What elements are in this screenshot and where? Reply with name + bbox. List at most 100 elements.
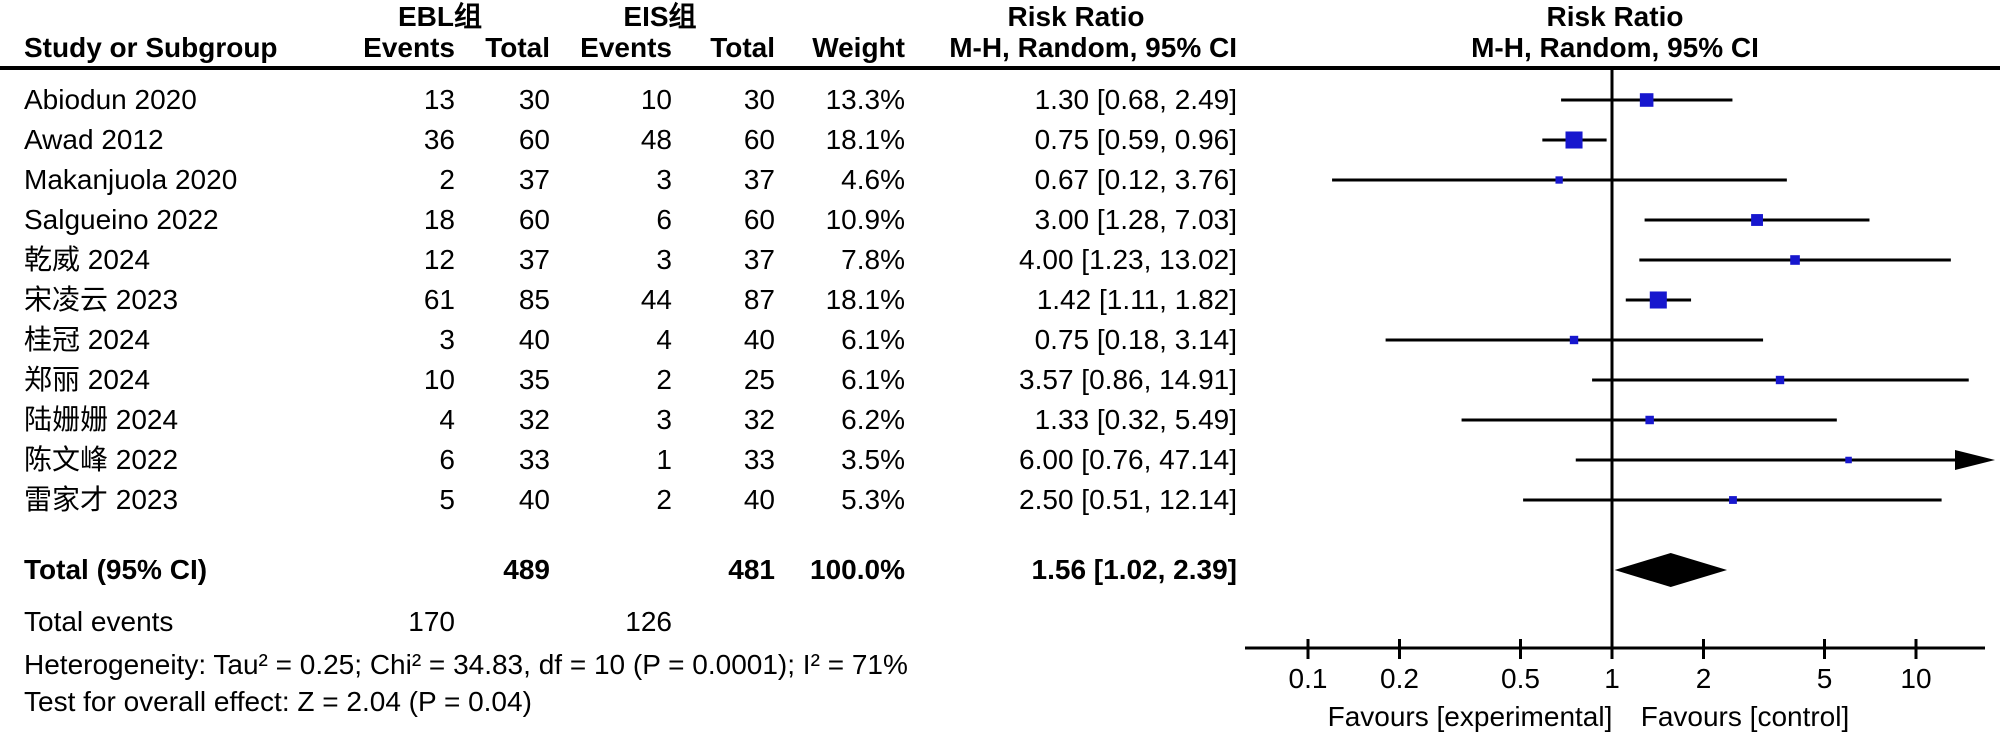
weight-value: 6.2%: [841, 404, 905, 435]
ebl-total: 32: [518, 404, 550, 435]
ebl-events: 13: [423, 84, 455, 115]
study-name: 宋凌云 2023: [24, 284, 179, 315]
ebl-total: 85: [518, 284, 550, 315]
rr-ci-value: 4.00 [1.23, 13.02]: [1019, 244, 1237, 275]
effect-square: [1845, 456, 1852, 464]
effect-square: [1790, 255, 1800, 265]
ebl-total: 30: [518, 84, 550, 115]
eis-events: 6: [656, 204, 672, 235]
eis-events: 4: [656, 324, 672, 355]
col-header-events-eis: Events: [580, 32, 672, 63]
effect-square: [1555, 176, 1563, 184]
eis-total: 87: [743, 284, 775, 315]
eis-events: 3: [656, 404, 672, 435]
eis-events: 48: [640, 124, 672, 155]
ebl-total: 33: [518, 444, 550, 475]
col-header-mh-ci-plot: M-H, Random, 95% CI: [1471, 32, 1759, 63]
ebl-events: 18: [423, 204, 455, 235]
effect-square: [1639, 93, 1654, 107]
rr-ci-value: 2.50 [0.51, 12.14]: [1019, 484, 1237, 515]
axis-tick-label: 0.1: [1289, 663, 1328, 694]
weight-value: 6.1%: [841, 324, 905, 355]
risk-ratio-text-header: Risk Ratio: [1007, 1, 1145, 32]
rr-ci-value: 0.75 [0.59, 0.96]: [1034, 124, 1237, 155]
effect-square: [1751, 214, 1763, 226]
ebl-events: 36: [423, 124, 455, 155]
total-events-eis: 126: [625, 606, 672, 637]
header-divider: [0, 66, 2000, 70]
axis-tick-label: 10: [1900, 663, 1931, 694]
weight-value: 18.1%: [825, 124, 905, 155]
effect-square: [1775, 375, 1785, 385]
eis-total: 37: [743, 164, 775, 195]
eis-events: 3: [656, 164, 672, 195]
group-header-eis: EIS组: [623, 1, 697, 32]
rr-ci-value: 6.00 [0.76, 47.14]: [1019, 444, 1237, 475]
total-events-ebl: 170: [408, 606, 455, 637]
total-weight: 100.0%: [810, 554, 905, 585]
col-header-study: Study or Subgroup: [24, 32, 278, 63]
ebl-events: 2: [439, 164, 455, 195]
ebl-total: 60: [518, 124, 550, 155]
eis-total: 60: [743, 204, 775, 235]
weight-value: 6.1%: [841, 364, 905, 395]
total-eis-n: 481: [728, 554, 775, 585]
total-ebl-n: 489: [503, 554, 550, 585]
summary-diamond: [1614, 553, 1728, 587]
weight-value: 7.8%: [841, 244, 905, 275]
col-header-total-ebl: Total: [485, 32, 550, 63]
col-header-events-ebl: Events: [363, 32, 455, 63]
eis-total: 25: [743, 364, 775, 395]
study-name: 陆姗姗 2024: [24, 404, 179, 435]
study-name: 雷家才 2023: [24, 484, 179, 515]
eis-total: 40: [743, 324, 775, 355]
rr-ci-value: 1.30 [0.68, 2.49]: [1034, 84, 1237, 115]
eis-total: 37: [743, 244, 775, 275]
ebl-total: 35: [518, 364, 550, 395]
ebl-events: 4: [439, 404, 455, 435]
weight-value: 5.3%: [841, 484, 905, 515]
rr-ci-value: 3.57 [0.86, 14.91]: [1019, 364, 1237, 395]
group-header-ebl: EBL组: [397, 1, 483, 32]
col-header-weight: Weight: [812, 32, 905, 63]
axis-tick-label: 0.2: [1380, 663, 1419, 694]
weight-value: 10.9%: [825, 204, 905, 235]
effect-square: [1569, 335, 1579, 345]
weight-value: 18.1%: [825, 284, 905, 315]
ebl-total: 60: [518, 204, 550, 235]
rr-ci-value: 0.75 [0.18, 3.14]: [1034, 324, 1237, 355]
effect-square: [1645, 415, 1654, 425]
col-header-mh-ci-text: M-H, Random, 95% CI: [949, 32, 1237, 63]
ci-arrow-right-icon: [1955, 450, 1995, 470]
ebl-events: 6: [439, 444, 455, 475]
ebl-total: 40: [518, 324, 550, 355]
weight-value: 3.5%: [841, 444, 905, 475]
axis-tick-label: 0.5: [1501, 663, 1540, 694]
rr-ci-value: 3.00 [1.28, 7.03]: [1034, 204, 1237, 235]
ebl-total: 40: [518, 484, 550, 515]
weight-value: 13.3%: [825, 84, 905, 115]
eis-total: 30: [743, 84, 775, 115]
study-name: Salgueino 2022: [24, 204, 219, 235]
study-name: 乾威 2024: [24, 244, 151, 275]
study-name: 桂冠 2024: [24, 324, 151, 355]
heterogeneity-note: Heterogeneity: Tau² = 0.25; Chi² = 34.83…: [24, 649, 908, 680]
eis-events: 44: [640, 284, 672, 315]
effect-square: [1565, 131, 1583, 149]
ebl-total: 37: [518, 164, 550, 195]
ebl-events: 10: [423, 364, 455, 395]
total-rr-ci: 1.56 [1.02, 2.39]: [1031, 554, 1237, 585]
eis-total: 40: [743, 484, 775, 515]
col-header-total-eis: Total: [710, 32, 775, 63]
total-events-label: Total events: [24, 606, 174, 637]
ebl-events: 3: [439, 324, 455, 355]
ebl-events: 12: [423, 244, 455, 275]
ebl-events: 61: [423, 284, 455, 315]
ebl-total: 37: [518, 244, 550, 275]
axis-tick-label: 1: [1604, 663, 1620, 694]
favours-experimental-label: Favours [experimental]: [1328, 701, 1613, 732]
rr-ci-value: 0.67 [0.12, 3.76]: [1034, 164, 1237, 195]
study-name: Abiodun 2020: [24, 84, 197, 115]
